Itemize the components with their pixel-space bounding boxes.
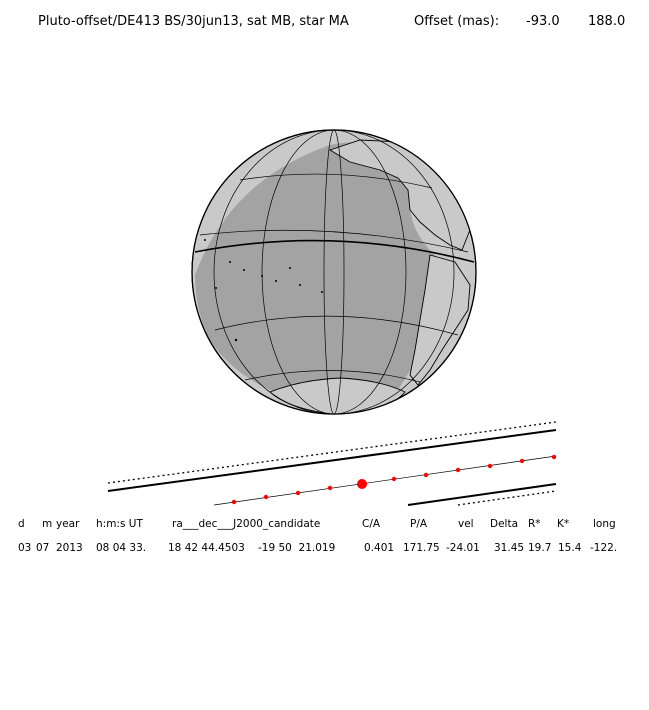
- header-day: d: [18, 518, 25, 530]
- shadow-path: [107, 421, 557, 506]
- header-month: m: [42, 518, 53, 530]
- offset-label: Offset (mas):: [414, 14, 500, 29]
- closest-approach-marker: [357, 479, 367, 489]
- value-year: 2013: [56, 542, 83, 554]
- value-long: -122.: [590, 542, 618, 554]
- value-pa: 171.75: [403, 542, 440, 554]
- south-limit-dotted: [457, 490, 557, 506]
- equator-line: [194, 239, 475, 263]
- north-limit-line: [107, 429, 557, 492]
- header-kstar: K*: [557, 518, 570, 530]
- antarctica-land: [269, 377, 406, 414]
- center-track-markers: [231, 454, 557, 505]
- center-track-line: [213, 455, 557, 506]
- ocean-area: [195, 141, 446, 404]
- value-time: 08 04 33.: [96, 542, 147, 554]
- south-limit-line: [407, 483, 557, 506]
- header-year: year: [56, 518, 80, 530]
- offset-ra-value: -93.0: [526, 14, 560, 29]
- header-delta: Delta: [490, 518, 519, 530]
- pacific-islands: [204, 239, 323, 342]
- page-title: Pluto-offset/DE413 BS/30jun13, sat MB, s…: [38, 14, 349, 29]
- earth-globe: [191, 129, 477, 415]
- north-limit-dotted: [107, 421, 557, 484]
- occultation-map: [107, 129, 557, 506]
- header-long: long: [593, 518, 616, 530]
- header-pa: P/A: [410, 518, 428, 530]
- offset-dec-value: 188.0: [588, 14, 626, 29]
- table-header-row: d m year h:m:s UT ra___dec___J2000_candi…: [0, 518, 616, 674]
- value-day: 03: [18, 542, 32, 554]
- graticule: [199, 130, 469, 414]
- value-month: 07: [36, 542, 50, 554]
- value-kstar: 15.4: [558, 542, 582, 554]
- south-america-land: [409, 254, 471, 386]
- value-dec: -19 50 21.019: [258, 542, 336, 554]
- title-row: Pluto-offset/DE413 BS/30jun13, sat MB, s…: [38, 14, 625, 89]
- header-rstar: R*: [528, 518, 541, 530]
- value-ca: 0.401: [364, 542, 395, 554]
- value-delta: 31.45: [494, 542, 525, 554]
- header-vel: vel: [458, 518, 474, 530]
- value-rstar: 19.7: [528, 542, 552, 554]
- header-ca: C/A: [362, 518, 381, 530]
- header-time: h:m:s UT: [96, 518, 143, 530]
- table-values-row: 03 07 2013 08 04 33. 18 42 44.4503 -19 5…: [0, 542, 617, 710]
- header-radec: ra___dec___J2000_candidate: [172, 518, 321, 530]
- value-vel: -24.01: [446, 542, 480, 554]
- value-ra: 18 42 44.4503: [168, 542, 245, 554]
